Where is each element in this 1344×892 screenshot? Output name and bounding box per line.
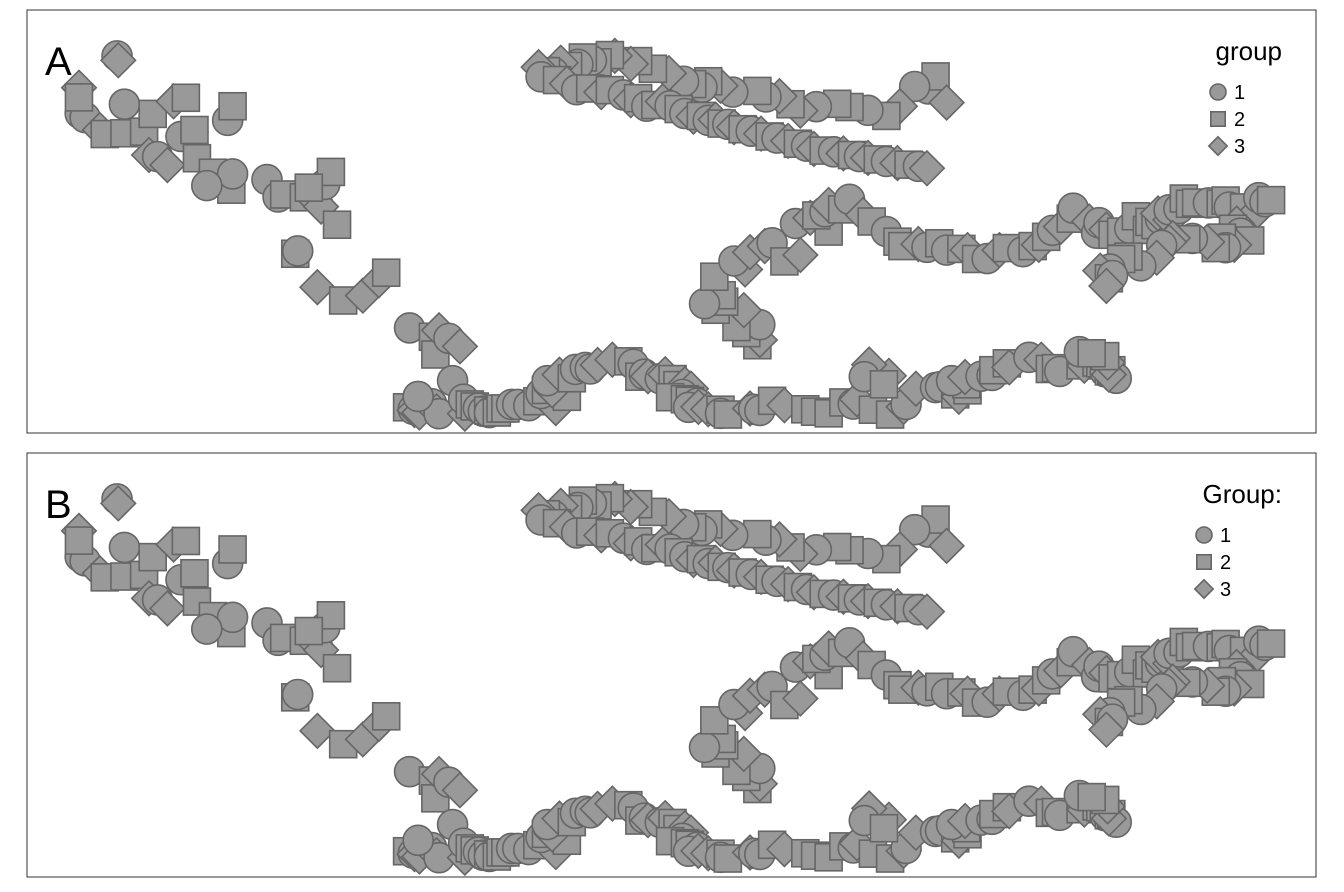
data-point-group-2 [322, 653, 352, 683]
data-point-group-3 [99, 41, 137, 79]
data-point-group-2 [294, 616, 324, 646]
legend: group 1 2 3 [1207, 36, 1283, 158]
data-point-group-1 [190, 613, 223, 645]
data-point-group-3 [1088, 711, 1125, 749]
data-point-group-3 [441, 328, 479, 365]
legend-title: Group: [1203, 479, 1283, 509]
data-point-group-2 [182, 143, 212, 173]
panel-tag: A [45, 40, 72, 84]
legend-key-square [1210, 111, 1227, 128]
data-point-group-1 [108, 88, 141, 121]
data-point-group-2 [371, 258, 401, 287]
data-point-group-1 [402, 824, 434, 857]
legend-key-square [1196, 553, 1213, 570]
data-point-group-3 [298, 268, 336, 306]
legend-key-diamond [1207, 135, 1229, 157]
data-point-group-1 [688, 731, 721, 764]
data-point-group-2 [869, 370, 899, 399]
data-point-group-1 [898, 513, 931, 546]
points-layer [60, 37, 1286, 433]
data-point-group-3 [149, 590, 186, 627]
legend-label: 3 [1220, 579, 1231, 601]
data-point-group-2 [1256, 185, 1286, 215]
data-point-group-2 [1077, 338, 1106, 368]
data-point-group-3 [99, 485, 137, 522]
data-point-group-3 [928, 527, 966, 565]
legend-label: 1 [1234, 82, 1245, 104]
legend-label: 1 [1220, 525, 1231, 547]
data-point-group-2 [171, 83, 201, 113]
data-point-group-3 [928, 84, 966, 121]
data-point-group-1 [688, 287, 721, 320]
legend-key-circle [1209, 83, 1227, 101]
data-point-group-2 [1256, 629, 1286, 658]
legend: Group: 1 2 3 [1193, 479, 1283, 601]
data-point-group-3 [781, 680, 819, 717]
data-point-group-2 [1077, 782, 1106, 812]
data-point-group-1 [898, 70, 931, 103]
legend-title: group [1216, 36, 1283, 66]
legend-label: 3 [1234, 136, 1245, 158]
legend-label: 2 [1220, 552, 1231, 574]
data-point-group-3 [1088, 267, 1125, 305]
points-layer [60, 480, 1286, 877]
data-point-group-2 [371, 702, 401, 731]
data-point-group-2 [180, 558, 209, 588]
panel-b: B Group: 1 2 3 [26, 452, 1317, 878]
data-point-group-3 [441, 771, 479, 809]
data-point-group-1 [281, 235, 314, 267]
data-point-group-1 [216, 601, 249, 634]
data-point-group-2 [171, 526, 201, 556]
data-point-group-1 [190, 169, 223, 202]
data-point-group-1 [281, 678, 314, 711]
data-point-group-1 [216, 158, 249, 190]
panel-tag: B [45, 483, 72, 527]
legend-key-circle [1195, 526, 1213, 544]
data-point-group-3 [298, 712, 336, 750]
data-point-group-2 [218, 535, 247, 564]
legend-key-diamond [1193, 578, 1215, 600]
data-point-group-3 [781, 236, 819, 274]
data-point-group-1 [402, 380, 434, 413]
data-point-group-2 [218, 91, 247, 121]
data-point-group-2 [294, 173, 324, 202]
data-point-group-3 [149, 146, 186, 184]
data-point-group-1 [108, 531, 141, 564]
data-point-group-2 [64, 526, 94, 555]
data-point-group-2 [322, 210, 352, 240]
data-point-group-2 [138, 99, 167, 129]
data-point-group-3 [908, 593, 946, 631]
legend-label: 2 [1234, 109, 1245, 131]
data-point-group-3 [908, 149, 946, 187]
data-point-group-2 [64, 83, 94, 112]
data-point-group-2 [869, 813, 899, 843]
data-point-group-2 [180, 115, 209, 145]
